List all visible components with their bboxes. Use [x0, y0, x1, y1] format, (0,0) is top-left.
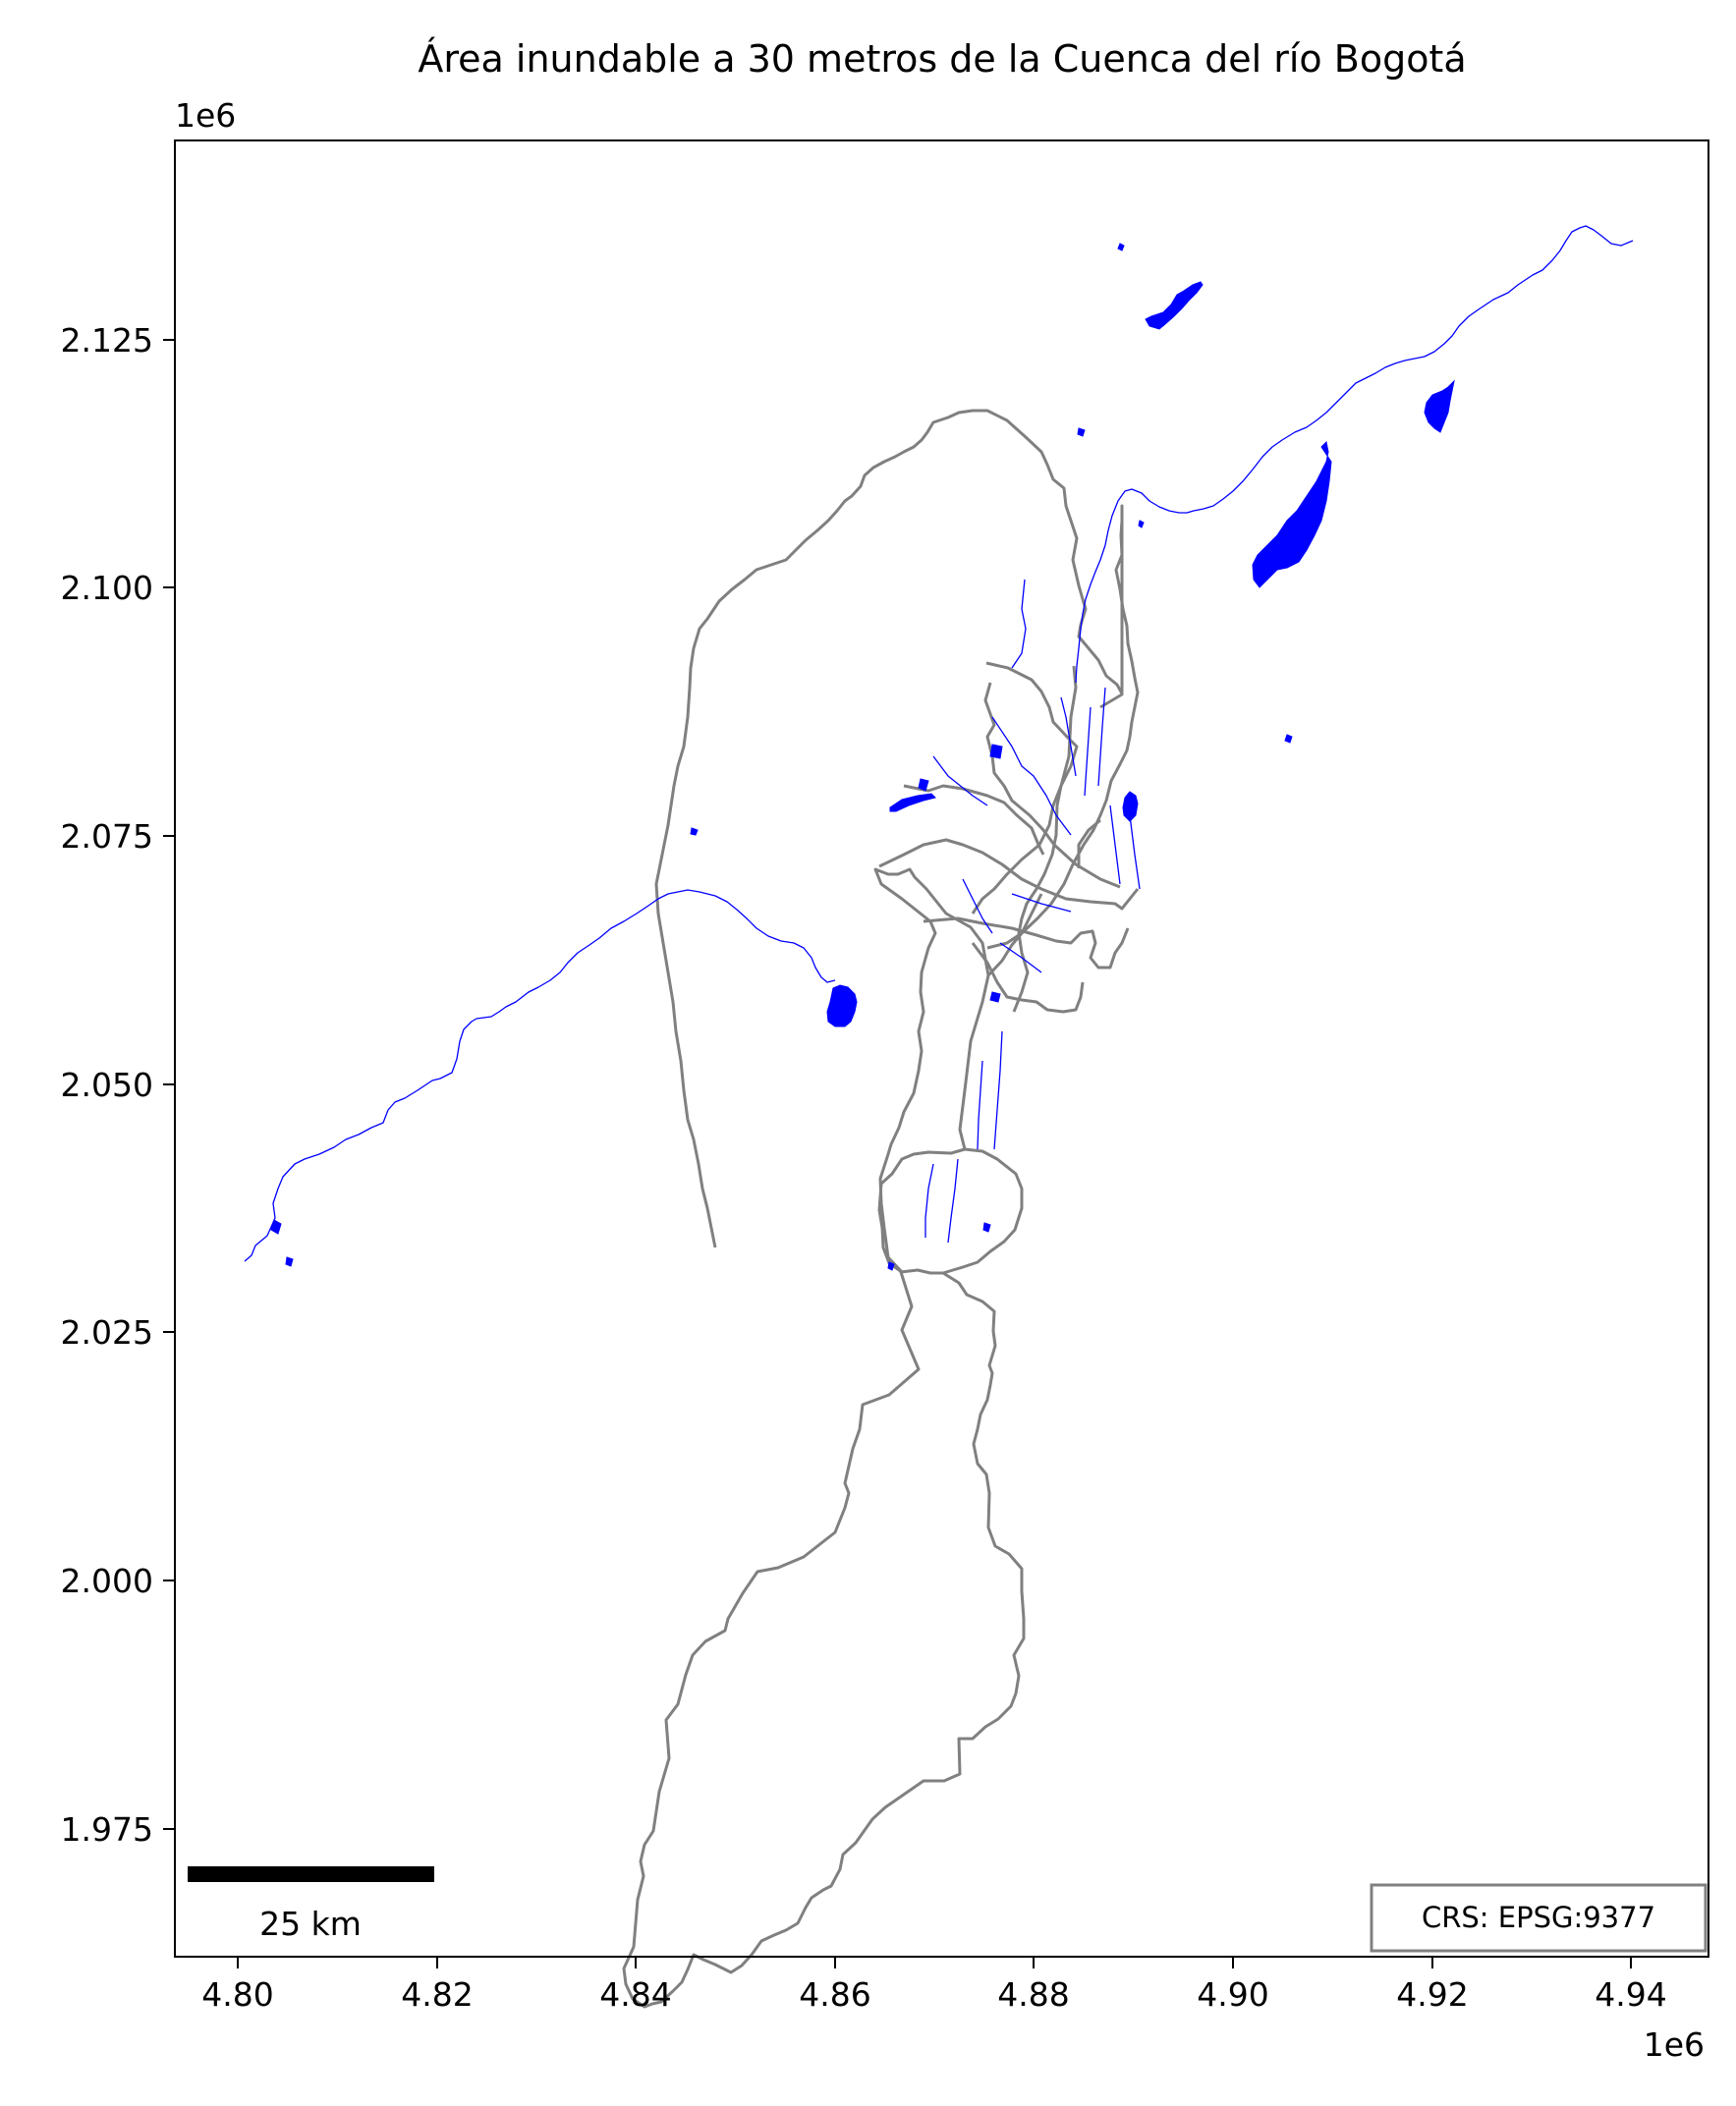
x-tick-label: 4.94	[1595, 1975, 1666, 2014]
y-tick-label: 2.000	[61, 1562, 153, 1600]
flood-lake-west	[826, 984, 858, 1027]
river-tributary-13	[1129, 814, 1141, 890]
scale-bar-label: 25 km	[259, 1905, 362, 1943]
river-lines	[244, 225, 1634, 1262]
flood-patch-10	[982, 1222, 991, 1233]
flood-patch-6	[690, 827, 699, 836]
y-tick-labels: 1.975 2.000 2.025 2.050 2.075 2.100 2.12…	[61, 321, 153, 1849]
boundary-inner-e	[923, 916, 1130, 970]
x-tick-label: 4.82	[401, 1975, 473, 2014]
river-bogota-main	[244, 889, 836, 1262]
crs-box: CRS: EPSG:9377	[1370, 1883, 1708, 1953]
river-tributary-2	[991, 716, 1072, 836]
y-tick-label: 2.125	[61, 321, 153, 360]
flood-patch-1	[918, 778, 929, 792]
boundary-inner-c	[903, 784, 1045, 856]
x-tick-label: 4.86	[799, 1975, 870, 2014]
y-axis	[163, 339, 175, 1830]
boundary-north-outline	[654, 409, 1124, 1248]
boundary-inner-f	[971, 942, 1085, 1014]
flood-reservoir-north	[1145, 281, 1204, 330]
river-north-main	[1075, 225, 1634, 684]
y-tick-label: 1.975	[61, 1810, 153, 1849]
flood-patch-9	[989, 991, 1001, 1003]
boundary-middle-west	[873, 867, 990, 1274]
flood-patch-8	[285, 1256, 294, 1267]
x-tick-labels: 4.80 4.82 4.84 4.86 4.88 4.90 4.92 4.94	[201, 1975, 1666, 2014]
flood-patch-4	[1117, 243, 1125, 251]
scale-bar: 25 km	[188, 1866, 434, 1943]
flood-patch-11	[887, 1261, 895, 1271]
y-tick-label: 2.025	[61, 1313, 153, 1352]
scale-bar-line	[188, 1866, 434, 1882]
boundary-middle-east	[942, 1147, 1024, 1275]
chart-title: Área inundable a 30 metros de la Cuenca …	[418, 37, 1466, 81]
river-tributary-8	[924, 1163, 934, 1238]
boundary-lines	[622, 409, 1140, 2009]
river-tributary-11	[993, 1030, 1003, 1150]
crs-box-frame	[1370, 1883, 1708, 1953]
y-tick-label: 2.075	[61, 817, 153, 856]
river-tributary-5	[1060, 696, 1077, 777]
y-tick-label: 2.100	[61, 569, 153, 607]
axes-frame	[174, 139, 1709, 1958]
boundary-inner-north	[971, 661, 1079, 914]
boundary-inner-d	[878, 838, 1140, 911]
river-tributary-4	[962, 878, 993, 934]
flood-patch-7	[270, 1219, 282, 1235]
boundary-inner-a	[1012, 665, 1078, 1013]
x-tick-label: 4.92	[1396, 1975, 1468, 2014]
x-offset-label: 1e6	[1644, 2025, 1705, 2064]
flood-patch-3	[1284, 734, 1293, 744]
flood-lake-northeast	[1424, 379, 1455, 433]
river-tributary-15	[999, 942, 1042, 973]
river-tributary-12	[1109, 804, 1121, 885]
x-tick-label: 4.90	[1197, 1975, 1268, 2014]
x-axis	[237, 1957, 1632, 1968]
flood-lake-east-small	[1122, 791, 1139, 822]
flood-reservoir-east	[1252, 440, 1332, 588]
y-tick-label: 2.050	[61, 1066, 153, 1104]
flood-patch-2	[989, 744, 1003, 759]
boundary-inner-g	[986, 893, 1043, 950]
flood-north-west-lines	[889, 793, 936, 812]
boundary-south-polygon	[622, 1268, 1026, 2009]
river-tributary-7	[1097, 687, 1106, 787]
x-tick-label: 4.88	[997, 1975, 1069, 2014]
river-tributary-9	[947, 1158, 959, 1244]
x-tick-label: 4.80	[201, 1975, 273, 2014]
x-tick-label: 4.84	[599, 1975, 671, 2014]
boundary-inner-h	[1077, 818, 1101, 868]
flood-areas	[270, 243, 1455, 1271]
boundary-east-strip	[986, 504, 1140, 977]
map-content	[244, 225, 1634, 2009]
river-tributary-14	[1011, 893, 1072, 913]
river-tributary-10	[977, 1060, 983, 1150]
y-offset-label: 1e6	[175, 96, 236, 135]
river-tributary-6	[1084, 706, 1092, 797]
flood-patch-5	[1077, 427, 1086, 437]
flood-patch-12	[1138, 520, 1145, 528]
boundary-inner-b	[983, 682, 1121, 889]
river-tributary-1	[1011, 579, 1027, 669]
crs-label: CRS: EPSG:9377	[1422, 1901, 1655, 1934]
river-tributary-3	[932, 755, 988, 806]
